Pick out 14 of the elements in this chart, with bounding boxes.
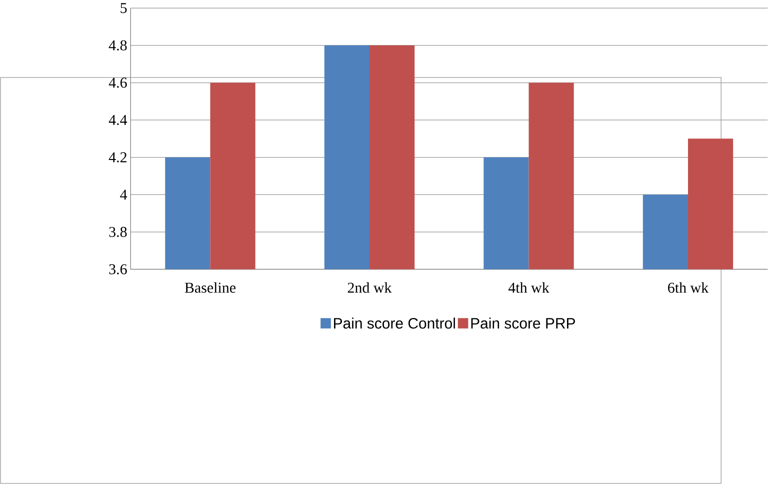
x-tick-label: 2nd wk	[348, 282, 392, 293]
y-tick-label: 5	[120, 3, 127, 14]
legend-label: Pain score Control	[334, 318, 455, 329]
x-tick-label: Baseline	[184, 282, 236, 293]
legend-label: Pain score PRP	[471, 318, 575, 329]
y-tick-label: 4.4	[108, 115, 128, 126]
y-tick-label: 3.6	[109, 264, 127, 274]
y-tick-label: 4	[120, 190, 128, 200]
y-tick-label: 3.8	[109, 226, 127, 238]
y-tick-label: 4.6	[108, 78, 127, 88]
x-tick-label: 6th wk	[668, 282, 709, 293]
y-tick-label: 4.2	[108, 152, 126, 162]
y-tick-label: 4.8	[108, 40, 127, 51]
x-tick-label: 4th wk	[508, 282, 550, 293]
